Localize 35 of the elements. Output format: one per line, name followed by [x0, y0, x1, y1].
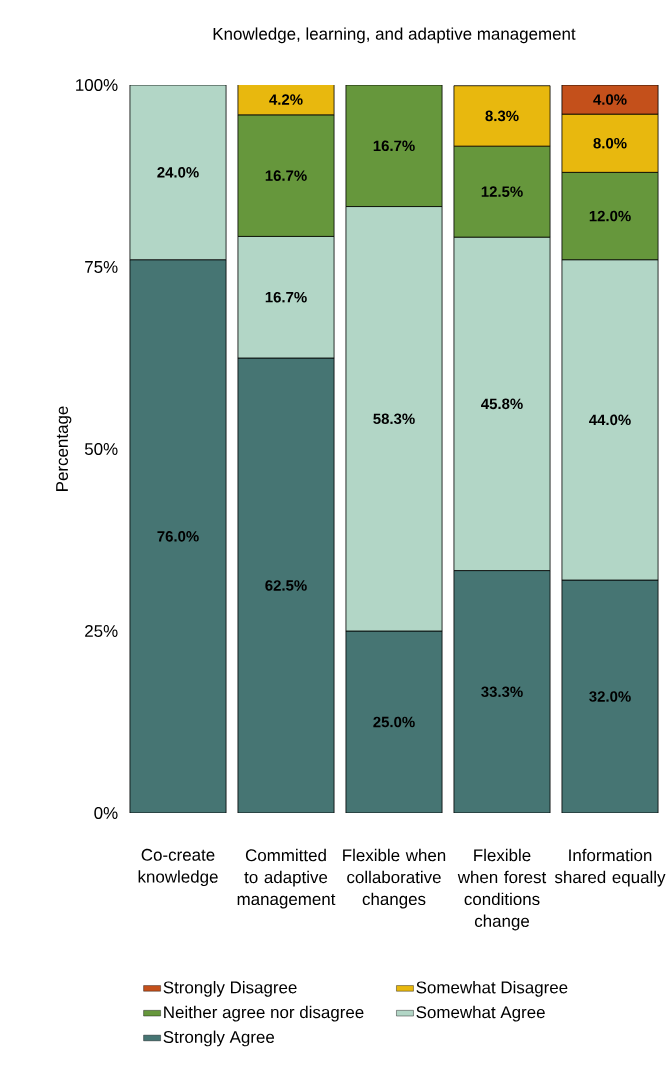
data-label: 32.0%: [589, 691, 631, 702]
data-label: 24.0%: [157, 167, 199, 178]
x-tick-label: Flexible when forest conditions change: [457, 848, 547, 931]
data-label: 44.0%: [589, 414, 631, 426]
data-label: 8.0%: [593, 137, 627, 149]
y-tick-label: 0%: [94, 807, 118, 819]
data-label: 33.3%: [481, 686, 523, 698]
legend-label: Somewhat Disagree: [416, 980, 568, 997]
y-axis-title: Percentage: [56, 406, 72, 491]
y-tick-label: 100%: [76, 78, 118, 91]
data-label: 25.0%: [373, 716, 415, 728]
legend-label: Strongly Disagree: [163, 980, 297, 997]
data-label: 4.2%: [269, 94, 303, 105]
x-tick-label: Information shared equally: [555, 848, 666, 887]
data-label: 4.0%: [593, 94, 627, 105]
x-tick-label: Flexible when collaborative changes: [343, 848, 446, 909]
x-tick-label: Committed to adaptive management: [237, 848, 336, 909]
legend-label: Somewhat Agree: [416, 1005, 545, 1022]
data-label: 12.5%: [481, 186, 523, 197]
data-label: 45.8%: [481, 398, 523, 410]
data-label: 16.7%: [265, 291, 307, 303]
data-label: 8.3%: [485, 110, 519, 122]
legend-label: Neither agree nor disagree: [164, 1005, 364, 1022]
data-label: 62.5%: [265, 580, 307, 591]
data-label: 58.3%: [373, 413, 415, 425]
y-tick-label: 75%: [85, 261, 118, 273]
data-label: 12.0%: [589, 210, 631, 222]
data-label: 76.0%: [157, 531, 199, 542]
data-label: 16.7%: [265, 170, 307, 181]
data-label: 16.7%: [373, 140, 415, 152]
y-tick-label: 25%: [85, 624, 118, 637]
chart-title: Knowledge, learning, and adaptive management: [213, 27, 576, 44]
y-tick-label: 50%: [85, 442, 118, 455]
legend-label: Strongly Agree: [163, 1030, 275, 1047]
x-tick-label: Co-create knowledge: [138, 848, 218, 887]
